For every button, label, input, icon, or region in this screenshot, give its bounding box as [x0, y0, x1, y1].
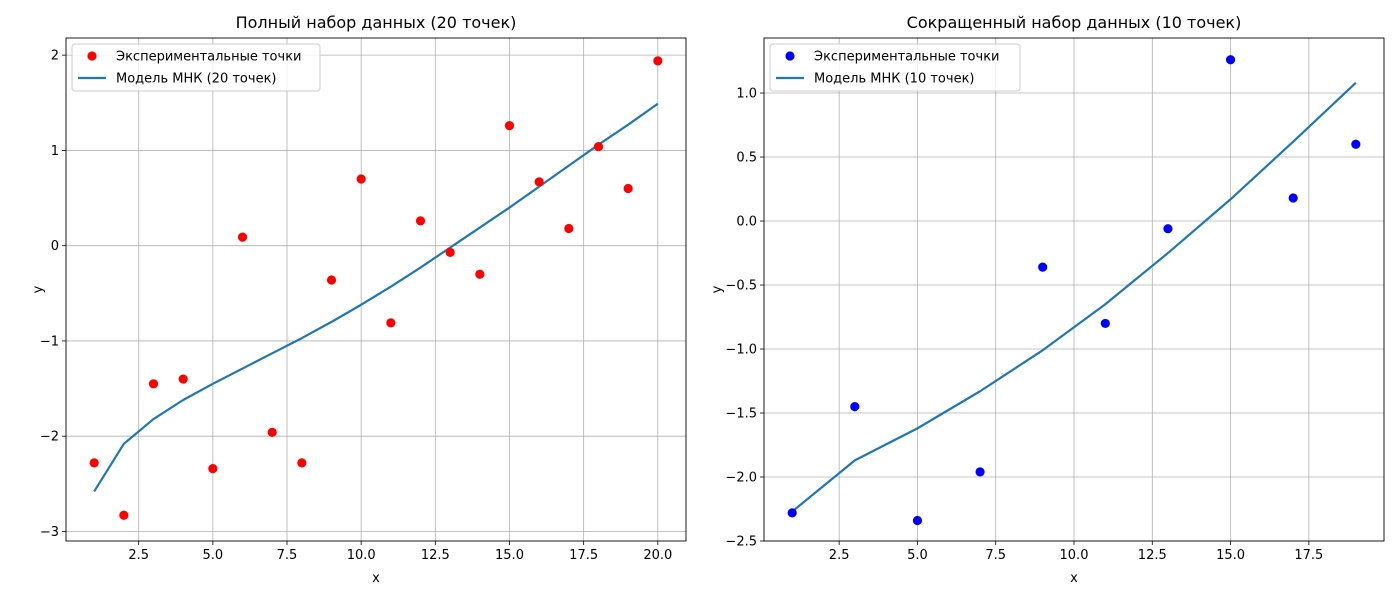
x-tick-label: 7.5	[277, 548, 298, 563]
data-point	[89, 458, 99, 468]
y-tick-label: −1	[40, 334, 59, 349]
legend-marker	[87, 51, 97, 61]
data-point	[534, 177, 544, 187]
x-tick-label: 20.0	[643, 548, 672, 563]
y-tick-label: 1.0	[736, 87, 757, 102]
x-tick-label: 2.5	[829, 548, 850, 563]
x-tick-label: 2.5	[128, 548, 149, 563]
x-tick-label: 17.5	[569, 548, 598, 563]
plot-area	[66, 38, 686, 541]
y-tick-label: 0.5	[736, 151, 757, 166]
x-axis-label: x	[372, 571, 380, 586]
data-point	[237, 232, 248, 242]
y-tick-label: −2	[40, 430, 59, 445]
x-tick-label: 10.0	[1060, 548, 1089, 563]
data-point	[1288, 193, 1298, 203]
data-point	[208, 463, 218, 474]
y-axis-label: y	[31, 285, 46, 293]
chart-title: Сокращенный набор данных (10 точек)	[907, 13, 1242, 32]
y-tick-label: −2.5	[725, 535, 757, 550]
data-point	[356, 174, 366, 184]
legend-label: Модель МНК (20 точек)	[116, 72, 277, 87]
x-tick-label: 17.5	[1294, 548, 1323, 563]
data-point	[119, 510, 129, 520]
data-point	[148, 379, 159, 389]
data-point	[1351, 139, 1361, 149]
x-tick-label: 5.0	[202, 548, 223, 563]
y-axis-label: y	[710, 285, 725, 293]
data-point	[504, 121, 515, 131]
x-tick-label: 15.0	[1216, 548, 1245, 563]
data-point	[297, 458, 307, 468]
legend-marker	[785, 51, 795, 61]
x-tick-label: 12.5	[421, 548, 450, 563]
data-point	[326, 275, 337, 285]
data-point	[1038, 262, 1048, 272]
data-point	[787, 508, 797, 518]
data-point	[1100, 318, 1110, 329]
chart-full-dataset: 2.5 5.0 7.5 10.0 12.5 15.0 17.5 20.0 −3 −2 −1 0 1 2 По…	[31, 13, 687, 586]
data-point	[386, 318, 396, 328]
data-point	[415, 216, 426, 226]
axes-frame	[65, 37, 687, 542]
data-point	[912, 515, 923, 526]
y-tick-label: −1.5	[725, 407, 757, 422]
chart-title: Полный набор данных (20 точек)	[236, 13, 517, 32]
x-tick-label: 7.5	[985, 548, 1006, 563]
data-point	[653, 56, 663, 66]
y-tick-label: −3	[40, 525, 59, 540]
model-line	[791, 81, 1357, 513]
y-tick-label: 0	[51, 239, 59, 254]
y-tick-label: 2	[51, 49, 59, 64]
axes-frame	[763, 37, 1385, 542]
data-point	[475, 269, 485, 279]
chart-reduced-dataset: 2.5 5.0 7.5 10.0 12.5 15.0 17.5 −2.5 −2.0 −1.5 −1.…	[710, 13, 1385, 586]
x-tick-label: 15.0	[495, 548, 524, 563]
data-point	[178, 374, 188, 384]
data-point	[445, 247, 455, 257]
y-tick-label: −2.0	[725, 471, 757, 486]
y-tick-label: −0.5	[725, 279, 757, 294]
legend-box	[71, 43, 321, 92]
data-point	[850, 402, 860, 412]
data-point	[564, 223, 574, 234]
legend-label: Экспериментальные точки	[116, 50, 302, 65]
data-point	[623, 183, 633, 194]
model-line	[93, 102, 659, 493]
x-tick-label: 10.0	[347, 548, 376, 563]
data-point	[593, 142, 604, 152]
x-tick-label: 12.5	[1138, 548, 1167, 563]
x-tick-label: 5.0	[907, 548, 928, 563]
legend-label: Экспериментальные точки	[814, 50, 1000, 65]
data-point	[1225, 55, 1236, 65]
data-point	[975, 467, 985, 477]
y-tick-label: −1.0	[725, 343, 757, 358]
legend-box	[769, 43, 1021, 92]
y-tick-label: 1	[51, 144, 59, 159]
data-point	[267, 427, 277, 437]
legend-label: Модель МНК (10 точек)	[814, 72, 975, 87]
data-point	[1163, 224, 1173, 234]
y-tick-label: 0.0	[736, 215, 757, 230]
x-axis-label: x	[1070, 571, 1078, 586]
